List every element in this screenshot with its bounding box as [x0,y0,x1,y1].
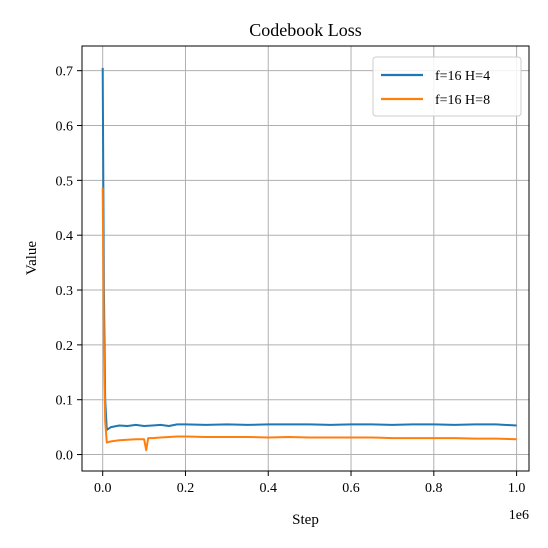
x-axis: 0.0 0.2 0.4 0.6 0.8 1.0 [94,471,525,496]
x-tick-label: 0.2 [177,481,195,496]
y-tick-label: 0.3 [56,284,74,299]
x-tick-label: 0.6 [342,481,360,496]
series-line-2 [101,187,517,452]
legend-label-1: f=16 H=4 [435,69,490,84]
plot-frame [81,45,530,472]
series-layer [101,67,517,452]
x-tick-label: 1.0 [508,481,526,496]
legend: f=16 H=4 f=16 H=8 [372,56,522,117]
y-tick-label: 0.6 [56,120,74,135]
x-tick-label: 0.4 [260,481,278,496]
y-tick-label: 0.4 [56,229,74,244]
y-tick-label: 0.0 [56,449,74,464]
y-axis-label: Value [24,241,40,275]
x-axis-label: Step [292,512,319,528]
x-offset-label: 1e6 [509,508,529,523]
y-axis: 0.0 0.1 0.2 0.3 0.4 0.5 0.6 0.7 [56,65,82,464]
legend-box [372,56,522,117]
y-tick-label: 0.5 [56,174,74,189]
y-tick-label: 0.7 [56,65,74,80]
legend-label-2: f=16 H=8 [435,93,490,108]
series-line-1 [101,67,517,431]
chart-title: Codebook Loss [249,20,362,40]
y-tick-label: 0.1 [56,394,74,409]
x-tick-label: 0.0 [94,481,112,496]
y-tick-label: 0.2 [56,339,74,354]
x-tick-label: 0.8 [425,481,443,496]
